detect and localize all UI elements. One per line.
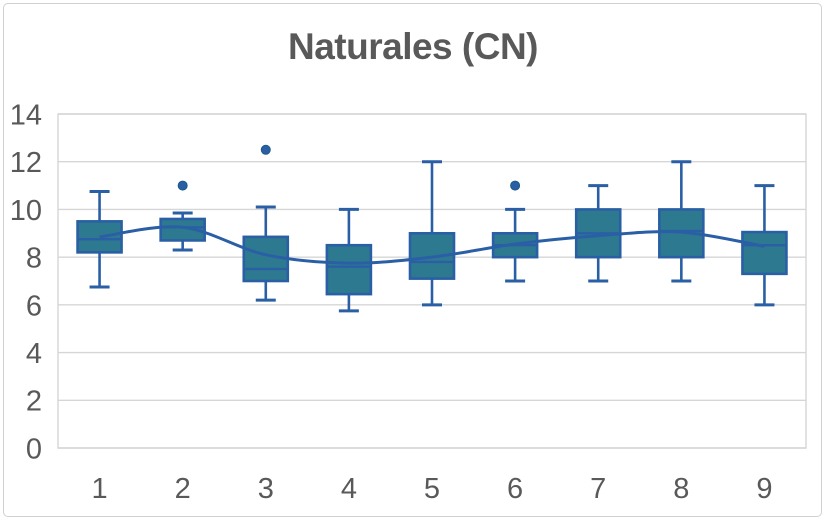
chart-title: Naturales (CN) [288, 26, 539, 67]
outlier-point [260, 144, 271, 155]
box[interactable] [741, 230, 788, 276]
plot-frame [57, 113, 807, 449]
x-tick-label: 1 [91, 473, 107, 505]
y-tick-label: 6 [26, 290, 42, 322]
box[interactable] [159, 217, 206, 242]
x-tick-label: 4 [341, 473, 357, 505]
y-tick-label: 8 [26, 243, 42, 275]
x-tick-label: 6 [507, 473, 523, 505]
y-tick-label: 12 [10, 147, 42, 179]
y-tick-label: 10 [10, 195, 42, 227]
x-tick-label: 7 [590, 473, 606, 505]
outlier-point [510, 180, 521, 191]
x-tick-label: 3 [258, 473, 274, 505]
y-tick-label: 14 [10, 99, 42, 131]
y-tick-label: 4 [26, 338, 42, 370]
x-tick-label: 2 [175, 473, 191, 505]
x-tick-label: 8 [673, 473, 689, 505]
x-tick-label: 9 [756, 473, 772, 505]
box[interactable] [325, 243, 373, 296]
y-tick-label: 0 [26, 433, 42, 465]
mean-line [99, 225, 765, 265]
x-tick-label: 5 [424, 473, 440, 505]
outlier-point [177, 180, 188, 191]
y-tick-label: 2 [26, 386, 42, 418]
